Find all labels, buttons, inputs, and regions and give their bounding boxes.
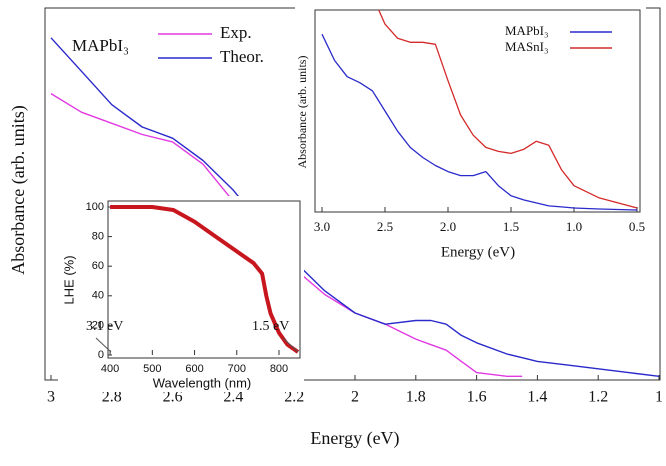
inset-background — [295, 6, 646, 268]
x-tick-label: 500 — [143, 363, 161, 375]
x-tick-label: 1.5 — [503, 219, 519, 234]
data-line — [50, 37, 660, 377]
x-tick-label: 2.0 — [440, 219, 456, 234]
data-line — [50, 93, 523, 377]
annotation: 3.1 eV — [86, 319, 123, 334]
x-tick-label: 1.4 — [527, 389, 547, 406]
data-line — [110, 205, 300, 354]
x-tick-label: 3.0 — [314, 219, 330, 234]
x-tick-label: 2.5 — [377, 219, 393, 234]
x-tick-label: 800 — [270, 363, 288, 375]
legend-label: Exp. — [220, 23, 252, 42]
x-tick-label: 600 — [185, 363, 203, 375]
y-tick-label: 100 — [86, 201, 104, 213]
x-tick-label: 2.8 — [102, 389, 122, 406]
y-tick-label: 60 — [92, 260, 104, 272]
x-axis-title: Wavelength (nm) — [153, 375, 252, 390]
legend-label: Theor. — [220, 47, 264, 66]
plot-frame — [314, 9, 641, 213]
x-tick-label: 1.6 — [467, 389, 487, 406]
x-axis-title: Energy (eV) — [441, 244, 515, 260]
x-tick-label: 2 — [351, 389, 359, 406]
x-tick-label: 2.2 — [284, 389, 304, 406]
x-tick-label: 1 — [655, 389, 663, 406]
y-axis-title: Absorbance (arb. units) — [8, 105, 29, 274]
legend-label: MAPbI₃ — [505, 23, 549, 38]
x-tick-label: 400 — [101, 363, 119, 375]
y-axis-title: Absorbance (arb. units) — [295, 56, 309, 169]
x-tick-label: 700 — [228, 363, 246, 375]
y-tick-label: 20 — [92, 319, 104, 331]
inset-background — [58, 196, 304, 392]
legend-title: MAPbI₃ — [72, 36, 129, 55]
data-line — [378, 9, 638, 209]
x-tick-label: 0.5 — [629, 219, 645, 234]
x-axis-title: Energy (eV) — [310, 428, 399, 449]
data-line — [321, 33, 638, 211]
y-axis-title: LHE (%) — [61, 255, 76, 304]
y-tick-label: 0 — [98, 349, 104, 361]
x-tick-label: 2.4 — [223, 389, 243, 406]
annotation-arrow — [282, 337, 299, 353]
annotation-arrow — [95, 337, 112, 353]
y-tick-label: 40 — [92, 290, 104, 302]
x-tick-label: 1.2 — [588, 389, 608, 406]
x-tick-label: 2.6 — [163, 389, 183, 406]
x-tick-label: 1.8 — [406, 389, 426, 406]
annotation: 1.5 eV — [252, 319, 289, 334]
x-tick-label: 1.0 — [566, 219, 582, 234]
y-tick-label: 80 — [92, 231, 104, 243]
x-tick-label: 3 — [47, 389, 55, 406]
legend-label: MASnI₃ — [505, 39, 549, 54]
plot-frame — [107, 200, 301, 359]
